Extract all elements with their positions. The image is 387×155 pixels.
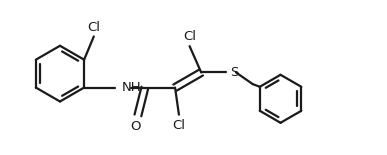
Text: O: O [131,120,141,133]
Text: S: S [230,66,238,79]
Text: NH: NH [122,81,141,94]
Text: Cl: Cl [173,119,185,132]
Text: Cl: Cl [183,30,196,43]
Text: Cl: Cl [87,21,100,34]
